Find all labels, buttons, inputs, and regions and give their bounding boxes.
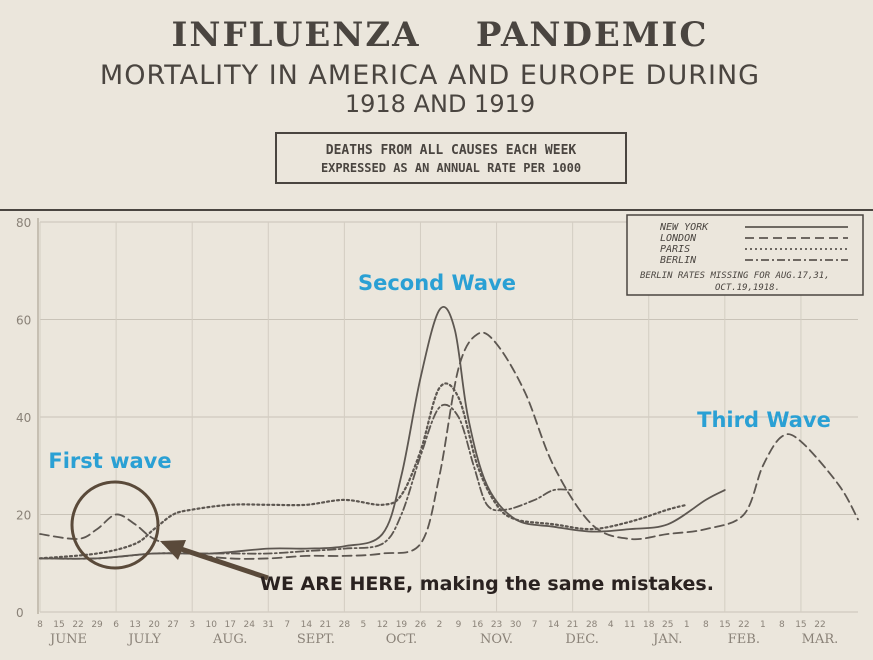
- x-tick-label: 16: [472, 620, 484, 630]
- x-tick-label: 18: [643, 620, 655, 630]
- y-tick-label: 60: [16, 314, 31, 328]
- we-are-here-arrow-head: [160, 540, 186, 560]
- units-line-1: DEATHS FROM ALL CAUSES EACH WEEK: [326, 143, 577, 158]
- x-tick-label: 21: [320, 620, 331, 630]
- month-label: JULY: [126, 632, 161, 647]
- units-line-2: EXPRESSED AS AN ANNUAL RATE PER 1000: [321, 161, 581, 175]
- series-line-london: [39, 331, 859, 560]
- x-tick-label: 8: [37, 620, 43, 630]
- x-tick-label: 12: [377, 620, 388, 630]
- legend-note-line-2: OCT.19,1918.: [715, 283, 780, 293]
- x-tick-labels: 8 15 22 29 6 13 20 27 3 10 17 24 31 7 14 21 28 5 12 19 26 2 9 1…: [37, 620, 826, 630]
- series-lines: [38, 305, 859, 560]
- y-tick-label: 40: [16, 411, 31, 425]
- legend-note-line-1: BERLIN RATES MISSING FOR AUG.17,31,: [640, 271, 830, 281]
- month-label: SEPT.: [297, 632, 335, 647]
- x-tick-label: 8: [779, 620, 785, 630]
- x-tick-label: 24: [244, 620, 256, 630]
- series-line-paris: [38, 382, 688, 560]
- x-tick-label: 26: [415, 620, 427, 630]
- legend-label: LONDON: [660, 233, 697, 244]
- x-tick-label: 19: [396, 620, 408, 630]
- chart-years: 1918 AND 1919: [345, 90, 535, 118]
- x-tick-label: 29: [91, 620, 103, 630]
- x-tick-label: 17: [225, 620, 236, 630]
- chart-title: INFLUENZA PANDEMIC: [172, 15, 709, 55]
- x-tick-label: 5: [361, 620, 367, 630]
- x-tick-label: 4: [608, 620, 614, 630]
- x-tick-label: 15: [719, 620, 730, 630]
- month-label: NOV.: [480, 632, 513, 647]
- x-tick-label: 20: [148, 620, 160, 630]
- x-tick-label: 28: [586, 620, 598, 630]
- units-box: [275, 132, 627, 184]
- legend-label: BERLIN: [660, 255, 697, 266]
- x-tick-label: 13: [129, 620, 140, 630]
- x-tick-label: 30: [510, 620, 522, 630]
- x-tick-label: 31: [263, 620, 274, 630]
- month-label: JAN.: [651, 632, 682, 647]
- x-tick-label: 1: [684, 620, 690, 630]
- x-tick-label: 22: [814, 620, 825, 630]
- x-tick-label: 1: [760, 620, 766, 630]
- we-are-here-arrow-shaft: [177, 545, 269, 581]
- y-tick-label: 80: [16, 216, 31, 230]
- legend-box: [626, 214, 864, 296]
- x-tick-label: 21: [567, 620, 578, 630]
- chart-subtitle: MORTALITY IN AMERICA AND EUROPE DURING: [100, 60, 760, 91]
- x-tick-label: 15: [53, 620, 64, 630]
- x-tick-label: 14: [548, 620, 560, 630]
- x-tick-label: 2: [437, 620, 443, 630]
- x-tick-label: 11: [624, 620, 635, 630]
- x-tick-label: 27: [167, 620, 178, 630]
- y-tick-label: 20: [16, 509, 31, 523]
- y-tick-labels: 0 20 40 60 80: [16, 216, 31, 620]
- month-label: MAR.: [802, 632, 839, 647]
- x-tick-label: 22: [72, 620, 83, 630]
- first-wave-circle: [70, 480, 160, 570]
- x-tick-label: 3: [189, 620, 195, 630]
- first-wave-label: First wave: [48, 449, 171, 473]
- x-tick-label: 10: [205, 620, 217, 630]
- x-tick-label: 25: [662, 620, 673, 630]
- month-label: OCT.: [386, 632, 418, 647]
- second-wave-label: Second Wave: [358, 271, 516, 295]
- series-line-new-york: [39, 305, 726, 560]
- we-are-here-label: WE ARE HERE, making the same mistakes.: [260, 573, 714, 595]
- month-label: AUG.: [212, 632, 247, 647]
- legend-label: NEW YORK: [659, 222, 709, 233]
- x-tick-label: 15: [795, 620, 806, 630]
- month-label: FEB.: [728, 632, 760, 647]
- x-tick-label: 28: [339, 620, 351, 630]
- month-labels: JUNE JULY AUG. SEPT. OCT. NOV. DEC. JAN. FEB. MAR…: [48, 632, 838, 647]
- x-tick-label: 7: [532, 620, 538, 630]
- x-tick-label: 22: [738, 620, 749, 630]
- x-tick-label: 23: [491, 620, 502, 630]
- x-tick-label: 7: [284, 620, 290, 630]
- x-tick-label: 9: [456, 620, 462, 630]
- x-tick-label: 8: [703, 620, 709, 630]
- x-tick-label: 14: [301, 620, 313, 630]
- third-wave-label: Third Wave: [697, 408, 831, 432]
- x-tick-label: 6: [113, 620, 119, 630]
- month-label: JUNE: [48, 632, 87, 647]
- month-label: DEC.: [565, 632, 599, 647]
- legend-label: PARIS: [660, 244, 690, 255]
- y-tick-label: 0: [16, 606, 24, 620]
